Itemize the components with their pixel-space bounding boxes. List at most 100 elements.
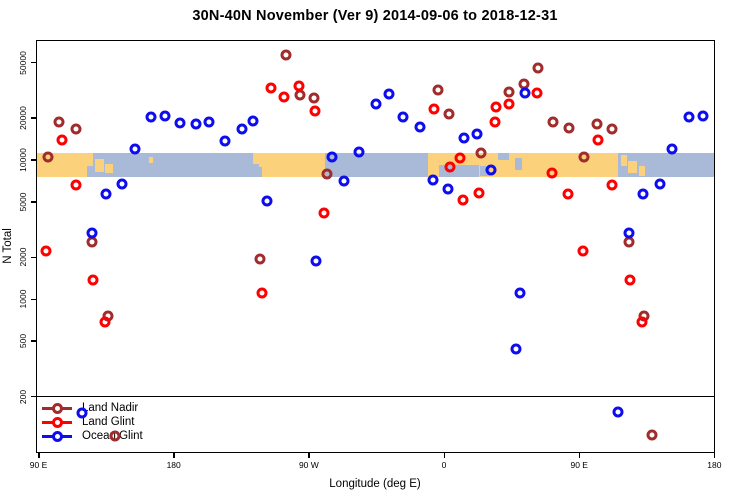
data-point-land-nadir (578, 151, 590, 163)
data-point-ocean-glint (519, 87, 531, 99)
data-point-land-glint (56, 134, 68, 146)
data-point-land-nadir (591, 118, 603, 130)
y-tick-mark (31, 395, 36, 398)
data-point-ocean-glint (414, 121, 426, 133)
x-tick-mark (38, 453, 40, 458)
data-point-land-nadir (475, 147, 487, 159)
legend-item-land-glint: Land Glint (40, 416, 200, 430)
legend-label: Land Glint (82, 416, 135, 428)
data-point-ocean-glint (485, 164, 497, 176)
data-point-ocean-glint (637, 188, 649, 200)
data-point-ocean-glint (510, 343, 522, 355)
data-point-ocean-glint (159, 110, 171, 122)
data-point-ocean-glint (383, 88, 395, 100)
data-point-land-nadir (254, 253, 266, 265)
y-tick-label: 10000 (18, 148, 28, 172)
data-point-land-nadir (503, 86, 515, 98)
data-point-ocean-glint (612, 406, 624, 418)
land-segment (87, 153, 94, 167)
data-point-land-nadir (280, 49, 292, 61)
x-tick-mark (578, 453, 581, 458)
y-tick-mark (31, 61, 36, 64)
data-point-ocean-glint (370, 98, 382, 110)
data-point-ocean-glint (697, 110, 709, 122)
data-point-land-glint (577, 245, 589, 257)
data-point-land-glint (87, 274, 99, 286)
data-point-ocean-glint (442, 183, 454, 195)
data-point-land-glint (444, 161, 456, 173)
x-axis-title: Longitude (deg E) (329, 478, 421, 490)
data-point-ocean-glint (666, 143, 678, 155)
y-tick-label: 500 (18, 334, 28, 349)
x-tick-mark (713, 453, 716, 458)
data-point-land-nadir (606, 123, 618, 135)
data-point-land-glint (490, 101, 502, 113)
data-point-ocean-glint (190, 118, 202, 130)
data-point-land-glint (454, 152, 466, 164)
data-point-land-glint (606, 179, 618, 191)
y-tick-mark (31, 159, 36, 161)
legend-label: Land Nadir (82, 402, 139, 414)
data-point-land-glint (624, 274, 636, 286)
land-segment (628, 161, 638, 174)
data-point-ocean-glint (326, 151, 338, 163)
data-point-ocean-glint (236, 123, 248, 135)
y-tick-mark (31, 256, 36, 259)
y-tick-mark (31, 298, 36, 301)
x-tick-label: 90 E (570, 460, 588, 470)
land-segment (105, 163, 113, 174)
data-point-land-glint (99, 316, 111, 328)
x-tick-label: 0 (441, 460, 447, 470)
legend: Land Nadir Land Glint Ocean Glint (40, 400, 200, 448)
data-point-ocean-glint (514, 287, 526, 299)
data-point-land-glint (70, 179, 82, 191)
land-segment (620, 155, 627, 167)
x-tick-mark (443, 453, 446, 458)
data-point-land-nadir (432, 84, 444, 96)
data-point-land-glint (562, 188, 574, 200)
legend-box-top-border (36, 396, 715, 397)
data-point-ocean-glint (219, 135, 231, 147)
data-point-ocean-glint (203, 116, 215, 128)
world-coastline-band (37, 153, 715, 177)
y-tick-mark (31, 117, 36, 119)
data-point-ocean-glint (654, 178, 666, 190)
data-point-ocean-glint (623, 227, 635, 239)
data-point-land-glint (40, 245, 52, 257)
land-segment (253, 153, 260, 164)
data-point-ocean-glint (683, 111, 695, 123)
data-point-land-nadir (547, 116, 559, 128)
land-segment (148, 156, 153, 163)
data-point-land-glint (278, 91, 290, 103)
data-point-land-nadir (308, 92, 320, 104)
open-circle-marker-icon (52, 403, 63, 414)
water-cutout (498, 153, 509, 161)
land-segment (94, 159, 104, 173)
data-point-land-glint (428, 103, 440, 115)
x-tick-mark (308, 453, 310, 458)
data-point-ocean-glint (471, 128, 483, 140)
data-point-land-glint (265, 82, 277, 94)
y-axis-title: N Total (2, 228, 14, 264)
x-tick-label: 90 W (298, 460, 319, 470)
data-point-land-nadir (53, 116, 65, 128)
y-tick-label: 2000 (18, 247, 28, 267)
data-point-land-nadir (70, 123, 82, 135)
data-point-land-glint (503, 98, 515, 110)
data-point-land-nadir (42, 151, 54, 163)
open-circle-marker-icon (52, 417, 63, 428)
y-tick-label: 200 (18, 389, 28, 404)
open-circle-marker-icon (52, 431, 63, 442)
data-point-land-glint (489, 116, 501, 128)
data-point-ocean-glint (397, 111, 409, 123)
data-point-land-glint (592, 134, 604, 146)
x-tick-label: 180 (707, 460, 722, 470)
data-point-ocean-glint (174, 117, 186, 129)
water-cutout (258, 167, 263, 177)
data-point-ocean-glint (116, 178, 128, 190)
x-tick-label: 180 (166, 460, 181, 470)
data-point-ocean-glint (261, 195, 273, 207)
data-point-land-glint (318, 207, 330, 219)
water-cutout (515, 157, 523, 170)
